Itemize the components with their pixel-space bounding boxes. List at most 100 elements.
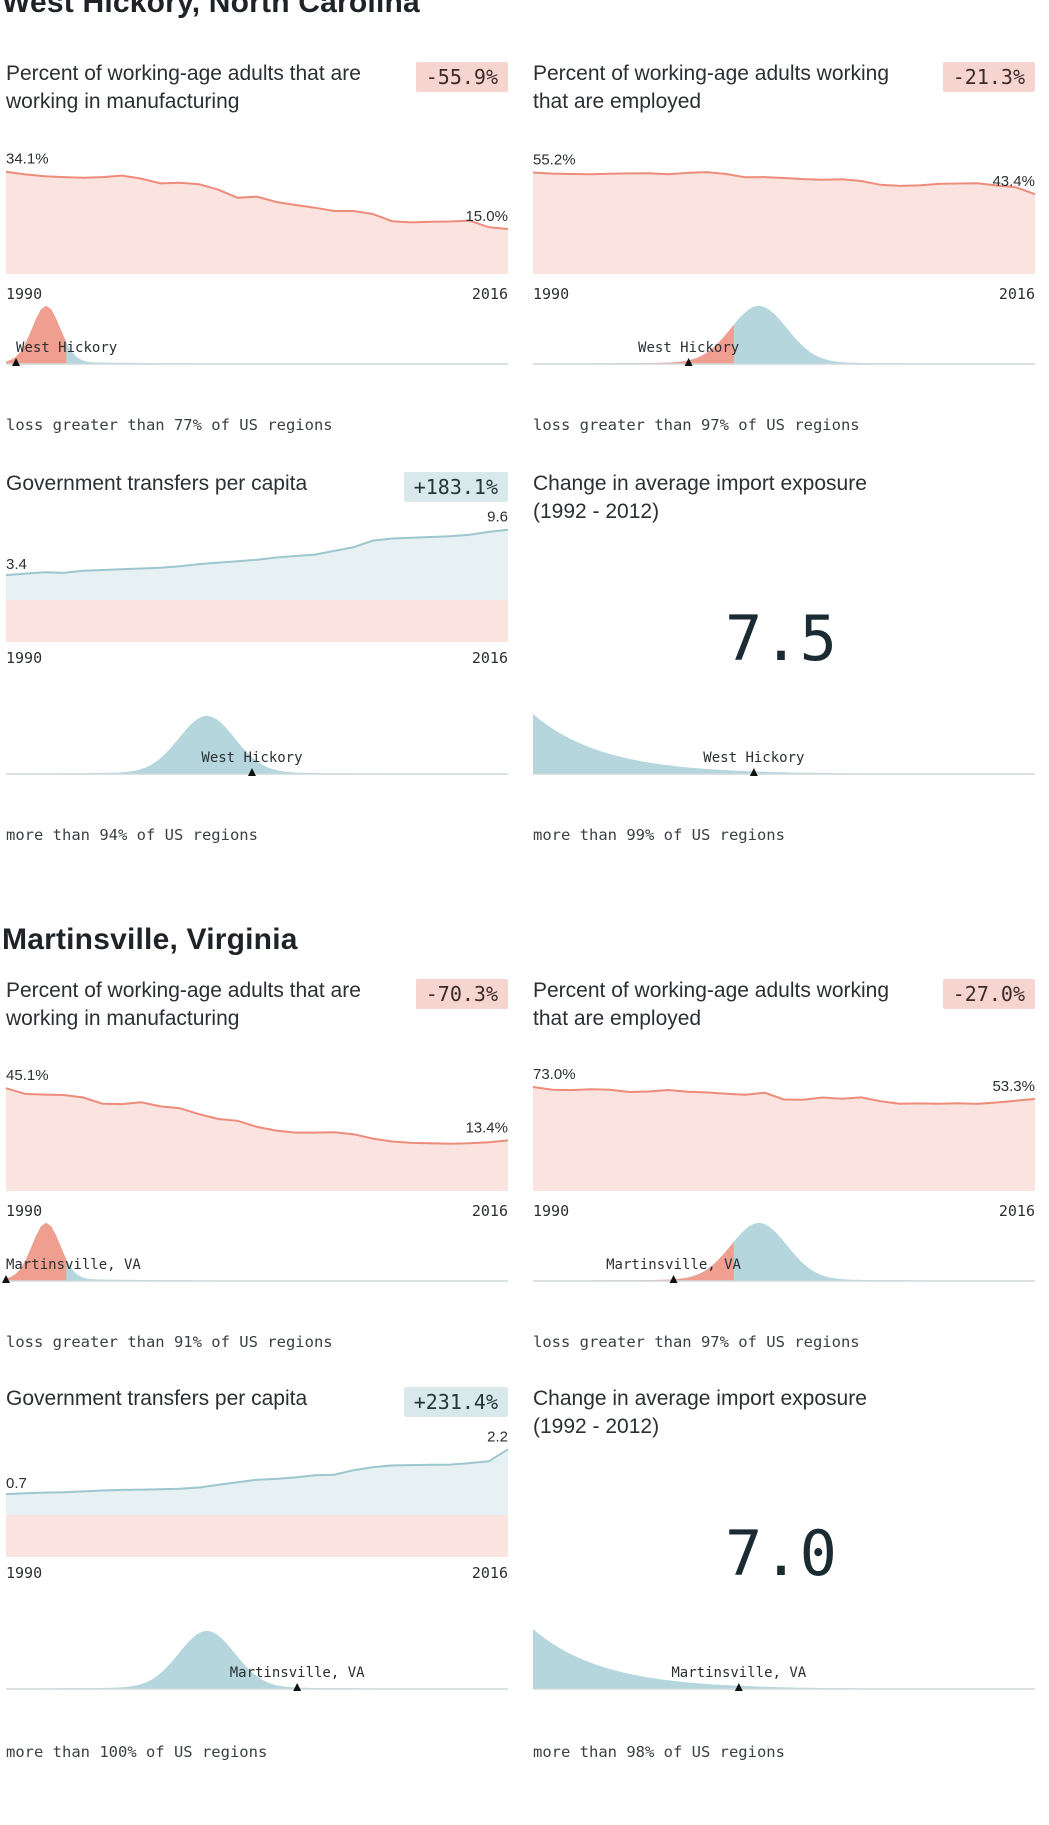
distribution-highlight [533, 1241, 734, 1281]
x-start-label: 1990 [6, 285, 42, 303]
negative-band [6, 1515, 508, 1557]
region-martinsville: Martinsville, Virginia Percent of workin… [0, 923, 1049, 1825]
panel-title: Percent of working-age adults that are w… [6, 62, 361, 113]
region-marker [749, 768, 758, 776]
x-end-label: 2016 [472, 1564, 508, 1582]
region-marker [247, 768, 256, 776]
negative-band [6, 600, 508, 642]
employment-panel: Percent of working-age adults working th… [527, 60, 1036, 500]
region-marker [293, 1683, 302, 1691]
x-start-label: 1990 [533, 285, 569, 303]
region-marker [669, 1275, 678, 1283]
region-marker [12, 358, 21, 366]
series-line [5, 1448, 509, 1496]
x-end-label: 2016 [999, 1202, 1035, 1220]
start-value-label: 45.1% [6, 1067, 49, 1084]
panel-title: Percent of working-age adults that are w… [6, 979, 361, 1030]
region-marker-label: Martinsville, VA [230, 1665, 365, 1681]
region-marker-label: Martinsville, VA [606, 1257, 741, 1273]
end-value-label: 9.6 [487, 509, 508, 526]
distribution-highlight [6, 1222, 67, 1281]
change-badge: +231.4% [403, 1387, 508, 1417]
panel-title: Government transfers per capita [6, 472, 308, 495]
distribution-caption: loss greater than 77% of US regions [6, 416, 333, 434]
region-marker [2, 1275, 10, 1283]
region-marker [684, 358, 693, 366]
distribution-highlight [6, 305, 67, 364]
end-value-label: 53.3% [992, 1078, 1035, 1095]
distribution-caption: more than 98% of US regions [533, 1743, 785, 1761]
x-start-label: 1990 [6, 649, 42, 667]
region-marker-label: West Hickory [201, 750, 302, 766]
x-start-label: 1990 [6, 1564, 42, 1582]
change-badge: +183.1% [403, 472, 508, 502]
start-value-label: 3.4 [6, 556, 27, 573]
region-title: West Hickory, North Carolina [2, 0, 420, 19]
distribution-area [533, 1222, 1035, 1281]
panel-chart: 55.2% 43.4% 1990 2016 West Hickory [532, 152, 1036, 366]
end-value-label: 43.4% [992, 173, 1035, 190]
series-area [6, 171, 508, 274]
distribution-area [533, 305, 1035, 364]
series-line [5, 1087, 509, 1145]
start-value-label: 55.2% [533, 152, 576, 169]
panel-chart: 73.0% 53.3% 1990 2016 Martinsville, VA [532, 1066, 1036, 1283]
start-value-label: 34.1% [6, 151, 49, 168]
region-marker-label: Martinsville, VA [671, 1665, 806, 1681]
region-west-hickory: West Hickory, North Carolina Percent of … [0, 0, 1049, 900]
x-end-label: 2016 [999, 285, 1035, 303]
series-line [5, 528, 509, 577]
import-exposure-value: 7.0 [725, 1517, 837, 1590]
x-start-label: 1990 [533, 1202, 569, 1220]
change-badge: -21.3% [942, 62, 1035, 92]
change-badge: -27.0% [942, 979, 1035, 1009]
x-end-label: 2016 [472, 285, 508, 303]
panel-chart: 0.7 2.2 1990 2016 Martinsville, VA [5, 1428, 509, 1691]
panel-chart: West Hickory [533, 714, 1035, 776]
region-title: Martinsville, Virginia [2, 923, 298, 956]
end-value-label: 15.0% [465, 208, 508, 225]
series-area [533, 1087, 1035, 1191]
transfers-panel: Government transfers per capita +183.1% … [0, 470, 509, 910]
import-exposure-value: 7.5 [725, 602, 837, 675]
distribution-caption: more than 100% of US regions [6, 1743, 268, 1761]
import-exposure-panel: Change in average import exposure (1992 … [527, 470, 1035, 910]
distribution-area [6, 1630, 508, 1689]
series-line [532, 171, 1036, 196]
change-badge: -55.9% [415, 62, 508, 92]
region-marker-label: West Hickory [703, 750, 804, 766]
panel-chart: 3.4 9.6 1990 2016 West Hickory [5, 509, 509, 776]
distribution-caption: loss greater than 97% of US regions [533, 1333, 860, 1351]
employment-panel: Percent of working-age adults working th… [527, 977, 1036, 1417]
series-area [6, 1088, 508, 1191]
distribution-caption: more than 94% of US regions [6, 826, 258, 844]
region-marker-label: West Hickory [16, 340, 117, 356]
series-area [6, 1449, 508, 1515]
x-end-label: 2016 [472, 649, 508, 667]
x-start-label: 1990 [6, 1202, 42, 1220]
panel-chart: Martinsville, VA [533, 1629, 1035, 1691]
import-exposure-panel: Change in average import exposure (1992 … [527, 1385, 1035, 1825]
panel-title: Percent of working-age adults working th… [533, 62, 890, 113]
region-marker [734, 1683, 743, 1691]
start-value-label: 73.0% [533, 1066, 576, 1083]
series-area [6, 529, 508, 600]
manufacturing-panel: Percent of working-age adults that are w… [0, 977, 509, 1417]
region-marker-label: West Hickory [638, 340, 739, 356]
series-line [5, 170, 509, 230]
distribution-area [533, 714, 1035, 774]
distribution-area [6, 715, 508, 774]
series-area [533, 172, 1035, 274]
series-line [532, 1086, 1036, 1105]
panel-title: Change in average import exposure (1992 … [533, 1387, 867, 1438]
panel-title: Percent of working-age adults working th… [533, 979, 890, 1030]
panel-title: Government transfers per capita [6, 1387, 308, 1410]
distribution-caption: loss greater than 91% of US regions [6, 1333, 333, 1351]
start-value-label: 0.7 [6, 1475, 27, 1492]
end-value-label: 13.4% [465, 1119, 508, 1136]
region-marker-label: Martinsville, VA [6, 1257, 141, 1273]
transfers-panel: Government transfers per capita +231.4% … [0, 1385, 509, 1825]
panel-chart: 45.1% 13.4% 1990 2016 Martinsville, VA [2, 1067, 509, 1283]
change-badge: -70.3% [415, 979, 508, 1009]
distribution-caption: loss greater than 97% of US regions [533, 416, 860, 434]
